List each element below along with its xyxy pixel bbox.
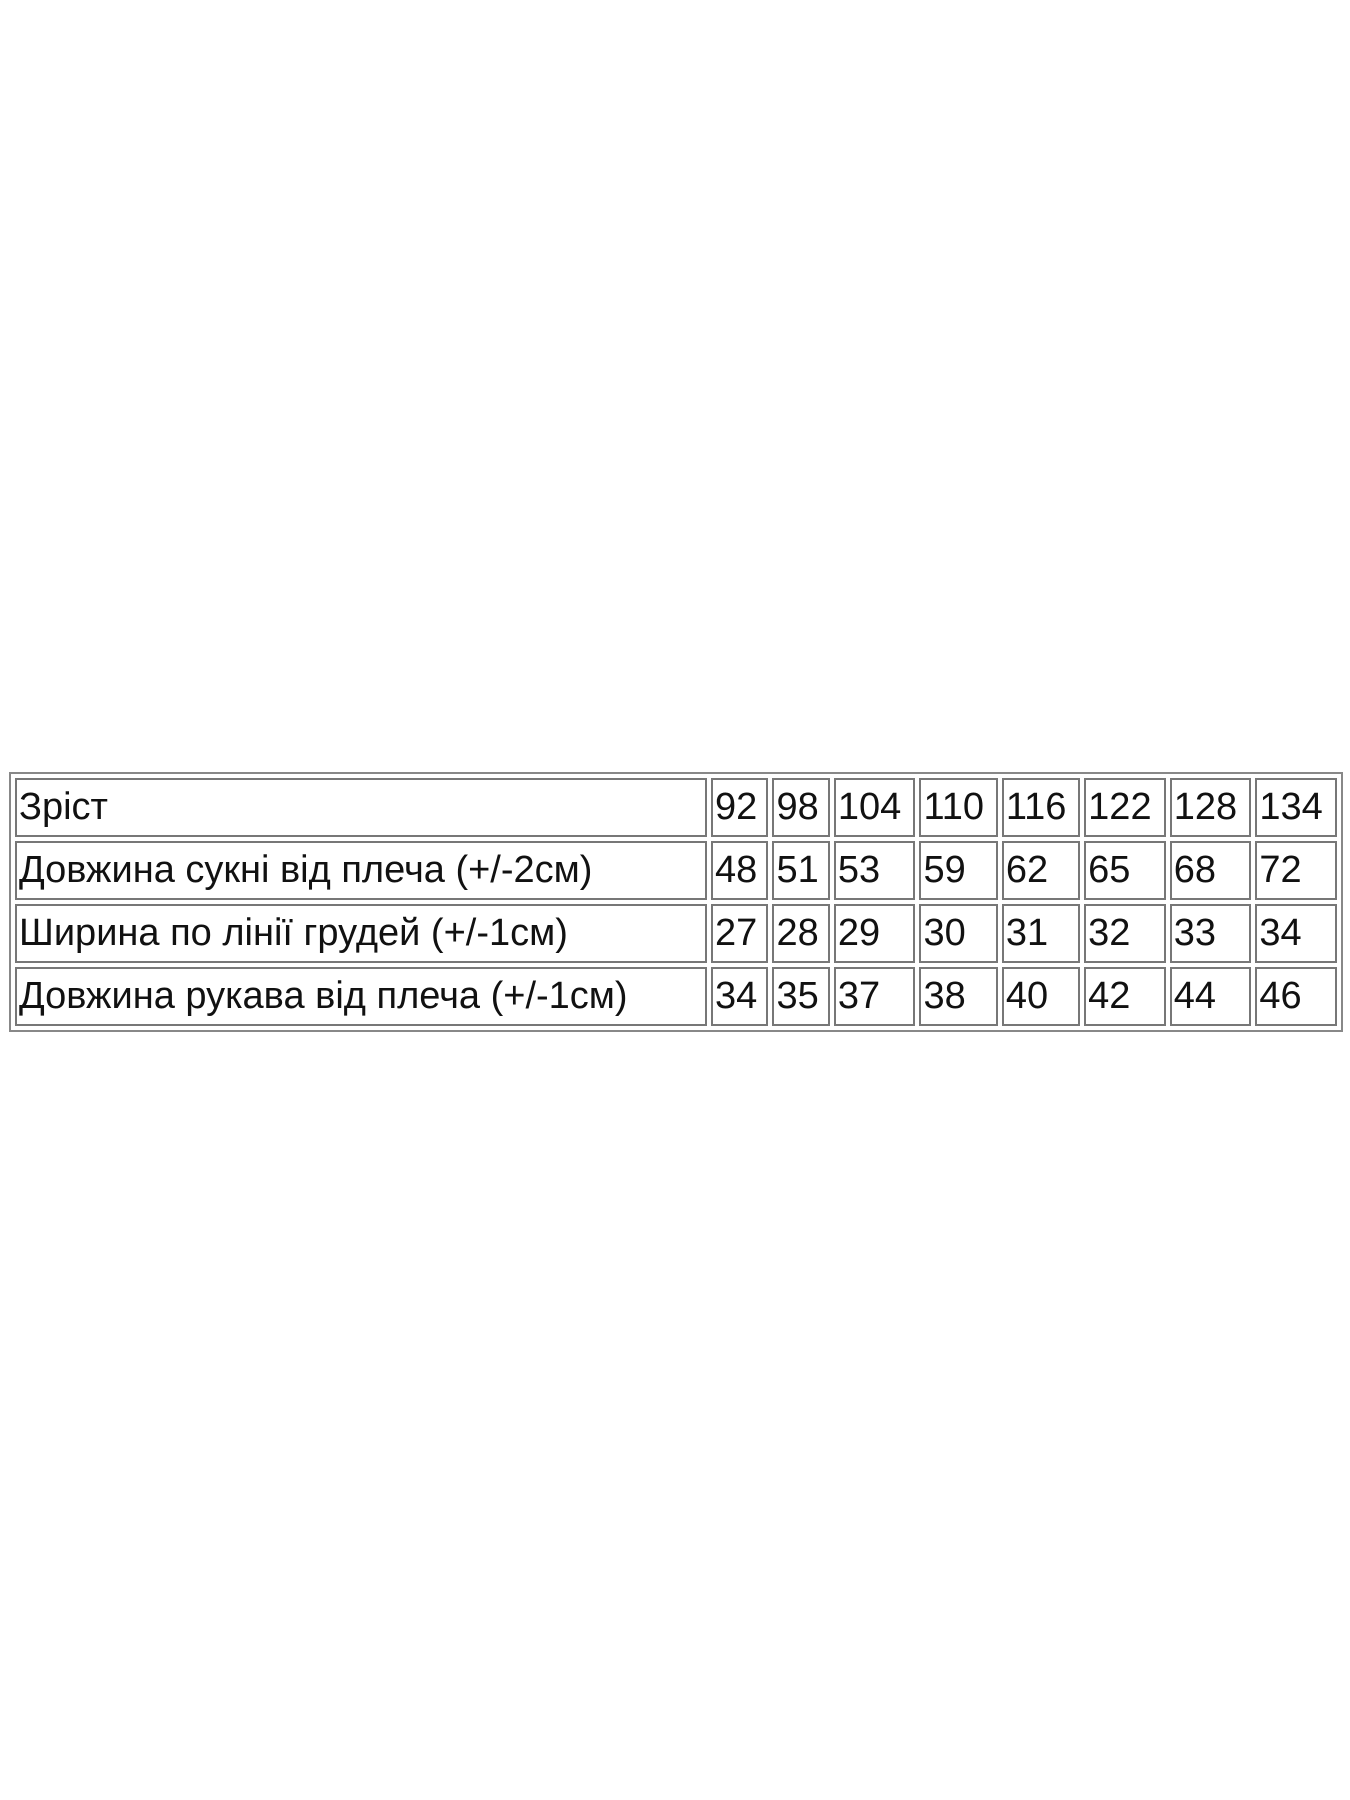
table-cell: 32 (1084, 904, 1166, 963)
table-cell: 28 (772, 904, 830, 963)
row-label: Зріст (15, 778, 707, 837)
table-cell: 42 (1084, 967, 1166, 1026)
table-cell: 51 (772, 841, 830, 900)
table-cell: 53 (833, 841, 916, 900)
chest-width-row: Ширина по лінії грудей (+/-1см) 27 28 29 30 3… (15, 904, 1337, 963)
table-cell: 31 (1001, 904, 1081, 963)
table-cell: 38 (919, 967, 998, 1026)
row-label: Довжина сукні від плеча (+/-2см) (15, 841, 707, 900)
table-cell: 116 (1001, 778, 1081, 837)
table-cell: 110 (919, 778, 998, 837)
row-label: Ширина по лінії грудей (+/-1см) (15, 904, 707, 963)
table-cell: 37 (833, 967, 916, 1026)
height-row: Зріст 92 98 104 110 116 122 128 134 (15, 778, 1337, 837)
table-cell: 34 (1255, 904, 1337, 963)
table-cell: 62 (1001, 841, 1081, 900)
table-cell: 27 (711, 904, 769, 963)
table-cell: 65 (1084, 841, 1166, 900)
table-cell: 72 (1255, 841, 1337, 900)
table-cell: 122 (1084, 778, 1166, 837)
size-table: Зріст 92 98 104 110 116 122 128 134 Довжина сукні… (9, 772, 1343, 1032)
table-cell: 33 (1169, 904, 1252, 963)
table-cell: 104 (833, 778, 916, 837)
table-cell: 48 (711, 841, 769, 900)
table-cell: 29 (833, 904, 916, 963)
sleeve-length-row: Довжина рукава від плеча (+/-1см) 34 35 37 3… (15, 967, 1337, 1026)
table-cell: 34 (711, 967, 769, 1026)
table-cell: 128 (1169, 778, 1252, 837)
table-cell: 98 (772, 778, 830, 837)
table-cell: 40 (1001, 967, 1081, 1026)
table-cell: 92 (711, 778, 769, 837)
table-cell: 68 (1169, 841, 1252, 900)
dress-length-row: Довжина сукні від плеча (+/-2см) 48 51 53 59… (15, 841, 1337, 900)
table-cell: 35 (772, 967, 830, 1026)
table-cell: 30 (919, 904, 998, 963)
table-cell: 44 (1169, 967, 1252, 1026)
table-cell: 134 (1255, 778, 1337, 837)
table-cell: 59 (919, 841, 998, 900)
row-label: Довжина рукава від плеча (+/-1см) (15, 967, 707, 1026)
table-cell: 46 (1255, 967, 1337, 1026)
